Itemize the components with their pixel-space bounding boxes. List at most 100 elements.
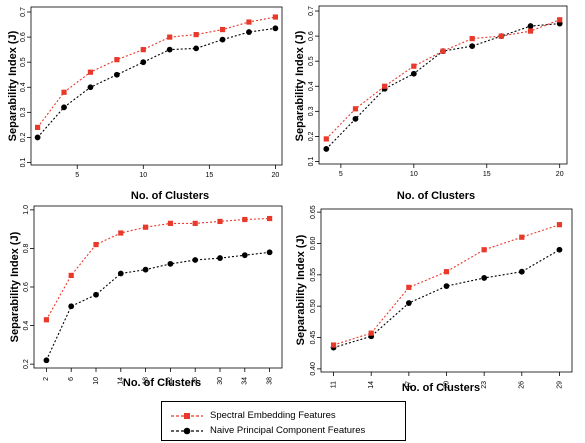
panel-2-spectral-point bbox=[323, 136, 329, 142]
panel-4-ytick-label: 0.50 bbox=[310, 299, 317, 313]
panel-1-naive-point bbox=[219, 36, 226, 43]
panel-2-ytick-label: 0.7 bbox=[308, 6, 315, 16]
panel-1-ylabel: Separability Index (J) bbox=[7, 30, 19, 141]
panel-3-spectral-point bbox=[43, 317, 49, 323]
panel-1-ytick-label: 0.4 bbox=[20, 82, 27, 92]
panel-2-naive-point bbox=[323, 146, 330, 152]
panel-2-naive-line bbox=[325, 23, 560, 150]
panel-4-spectral-point bbox=[556, 222, 563, 228]
panel-3-ytick-label: 0.6 bbox=[23, 282, 30, 292]
panel-2-plot-frame bbox=[318, 5, 568, 165]
panel-3-naive-point bbox=[117, 270, 124, 277]
panel-4-spectral-point bbox=[443, 269, 450, 275]
panel-1-ytick-label: 0.2 bbox=[20, 132, 27, 142]
panel-1-spectral-point bbox=[87, 69, 94, 75]
panel-3-ylabel: Separability Index (J) bbox=[9, 231, 21, 342]
panel-2-ytick-label: 0.6 bbox=[308, 31, 315, 41]
panel-3-ytick-label: 1.0 bbox=[23, 205, 30, 215]
panel-1-spectral-point bbox=[193, 31, 199, 38]
panel-3-naive-point bbox=[217, 255, 223, 261]
panel-3-ytick-label: 0.2 bbox=[23, 359, 30, 369]
panel-1-naive-point bbox=[87, 84, 94, 91]
panel-3-naive-point bbox=[167, 260, 174, 267]
panel-4-xtick-label: 14 bbox=[368, 381, 375, 389]
panel-1-xtick-label: 5 bbox=[75, 172, 79, 179]
panel-4-naive-point bbox=[481, 275, 488, 281]
panel-3-xlabel: No. of Clusters bbox=[123, 377, 201, 389]
panel-4-plot-frame bbox=[320, 208, 573, 373]
panel-1-naive-point bbox=[272, 25, 279, 32]
panel-3-naive-point bbox=[266, 249, 273, 256]
panel-1-naive-point bbox=[61, 104, 67, 111]
panel-3-xtick-label: 2 bbox=[43, 377, 50, 381]
panel-3-spectral-point bbox=[242, 216, 248, 223]
panel-1-naive-point bbox=[140, 59, 147, 66]
panel-1-spectral-point bbox=[35, 124, 41, 130]
panel-4-naive-point bbox=[405, 300, 412, 306]
panel-3-spectral-point bbox=[143, 224, 149, 230]
panel-2-ytick-label: 0.1 bbox=[308, 157, 315, 167]
panel-3-xtick-label: 38 bbox=[266, 377, 273, 385]
panel-3-plot-frame bbox=[33, 205, 283, 369]
panel-2-spectral-point bbox=[557, 17, 563, 23]
panel-1-spectral-point bbox=[61, 89, 67, 95]
panel-2-ytick-label: 0.5 bbox=[308, 56, 315, 66]
panel-1-xtick-label: 10 bbox=[139, 172, 147, 179]
panel-4-ytick-label: 0.40 bbox=[310, 362, 317, 376]
panel-2-naive-point bbox=[410, 70, 417, 77]
panel-1-ytick-label: 0.1 bbox=[20, 158, 27, 168]
panel-3-ytick-label: 0.8 bbox=[23, 243, 30, 253]
panel-4-spectral-point bbox=[330, 342, 337, 348]
panel-2-naive-point bbox=[352, 115, 359, 122]
legend-swatch-naive bbox=[170, 424, 204, 436]
panel-3-naive-point bbox=[68, 303, 75, 310]
panel-1-spectral-point bbox=[167, 34, 173, 40]
panel-4-ytick-label: 0.60 bbox=[310, 237, 317, 251]
panel-1-naive-point bbox=[193, 45, 200, 52]
panel-1-ytick-label: 0.7 bbox=[20, 7, 27, 17]
panel-2-spectral-point bbox=[352, 106, 359, 112]
panel-2-spectral-point bbox=[411, 63, 417, 69]
panel-1-ytick-label: 0.5 bbox=[20, 57, 27, 67]
panel-2-spectral-point bbox=[527, 28, 534, 34]
panel-1-ytick-label: 0.3 bbox=[20, 107, 27, 117]
panel-3-xtick-label: 30 bbox=[217, 377, 224, 385]
panel-2-spectral-point bbox=[382, 83, 388, 89]
panel-4-ylabel: Separability Index (J) bbox=[295, 234, 307, 345]
panel-1-ytick-label: 0.6 bbox=[20, 32, 27, 42]
panel-4-xtick-label: 23 bbox=[481, 381, 488, 389]
panel-1-xtick-label: 15 bbox=[205, 172, 213, 179]
panel-3-naive-line bbox=[45, 251, 270, 361]
panel-3-spectral-point bbox=[217, 218, 223, 225]
panel-3-xtick-label: 26 bbox=[192, 377, 199, 385]
panel-2-ylabel: Separability Index (J) bbox=[294, 30, 306, 141]
panel-2-xtick-label: 20 bbox=[556, 171, 564, 178]
panel-1-xtick-label: 20 bbox=[271, 172, 279, 179]
panel-2-naive-point bbox=[527, 23, 534, 29]
panel-3-spectral-point bbox=[68, 272, 74, 279]
panel-4-xlabel: No. of Clusters bbox=[402, 382, 480, 394]
panel-4-ytick-label: 0.45 bbox=[310, 331, 317, 345]
panel-3-xtick-label: 14 bbox=[118, 377, 125, 385]
panel-1-xlabel: No. of Clusters bbox=[131, 190, 209, 202]
panel-1-spectral-point bbox=[246, 19, 252, 25]
legend-label-naive: Naive Principal Component Features bbox=[210, 424, 366, 436]
panel-1-spectral-point bbox=[272, 14, 278, 20]
panel-1-plot-frame bbox=[30, 6, 283, 166]
panel-2-xtick-label: 15 bbox=[483, 171, 491, 178]
panel-3-xtick-label: 34 bbox=[242, 377, 249, 385]
panel-3-spectral-point bbox=[93, 241, 99, 248]
panel-4-xtick-label: 11 bbox=[330, 381, 337, 388]
panel-3-naive-point bbox=[241, 252, 248, 259]
legend: Spectral Embedding Features Naive Princi… bbox=[161, 401, 406, 441]
panel-3-spectral-point bbox=[167, 220, 173, 226]
panel-3-spectral-point bbox=[267, 215, 273, 222]
panel-2-xlabel: No. of Clusters bbox=[397, 190, 475, 202]
panel-3-naive-point bbox=[142, 266, 149, 273]
legend-entry-spectral: Spectral Embedding Features bbox=[170, 408, 336, 422]
panel-3-naive-point bbox=[43, 357, 50, 364]
panel-1-naive-point bbox=[166, 46, 173, 53]
panel-1-spectral-point bbox=[140, 47, 146, 53]
panel-4-xtick-label: 17 bbox=[406, 381, 413, 389]
